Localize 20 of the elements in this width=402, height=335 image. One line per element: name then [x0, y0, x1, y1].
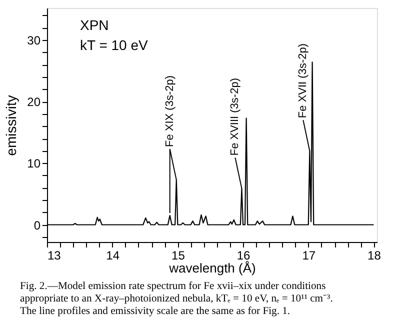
y-tick-label: 10: [27, 156, 41, 171]
text: The line profiles and emissivity scale are the same as for Fig. 1.: [20, 306, 290, 317]
x-axis-title: wavelength (Å): [168, 260, 256, 276]
annotation: XPN: [80, 17, 109, 33]
x-tick-label: 13: [48, 248, 62, 262]
y-tick-label: 0: [34, 218, 41, 232]
y-tick-label: 20: [27, 95, 41, 110]
annotation: kT = 10 eV: [80, 37, 148, 53]
caption: Fig. 2.—Model emission rate spectrum for Fe xvii–xix under conditions: [20, 281, 326, 292]
x-tick-label: 18: [368, 248, 382, 262]
y-tick-label: 30: [27, 34, 41, 48]
text: appropriate to an X-ray–photoionized nebula, kTₑ = 10 eV, nₑ = 10¹¹ cm⁻³.: [20, 294, 333, 304]
x-tick-label: 15: [172, 248, 186, 262]
x-tick-label: 16: [236, 248, 251, 262]
annotation: Fe XVIII (3s-2p): [229, 78, 242, 156]
annotation: Fe XVII (3s-2p): [297, 43, 310, 118]
y-axis-title: emissivity: [3, 95, 20, 156]
annotation: Fe XIX (3s-2p): [164, 75, 176, 148]
x-tick-label: 14: [106, 248, 120, 262]
x-tick-label: 17: [302, 248, 316, 262]
